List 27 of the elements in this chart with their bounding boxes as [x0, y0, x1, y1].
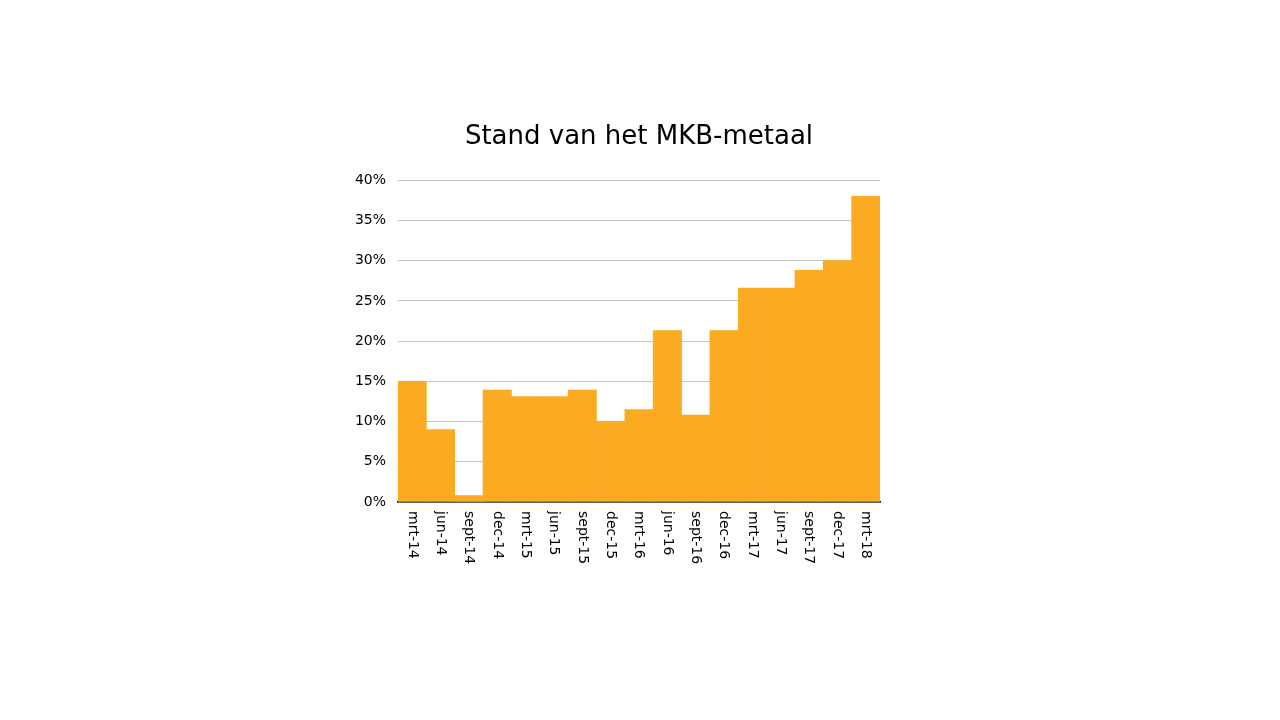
x-tick-label: sept-14: [462, 511, 479, 565]
x-tick-label: sept-16: [689, 511, 706, 565]
y-tick-label: 0%: [363, 492, 386, 509]
x-tick-label: jun-16: [660, 510, 677, 556]
y-tick-label: 35%: [354, 211, 386, 228]
y-tick-label: 20%: [354, 331, 386, 348]
y-tick-label: 10%: [354, 412, 386, 429]
x-tick-label: dec-17: [830, 511, 847, 560]
x-tick-label: mrt-14: [405, 511, 422, 559]
x-tick-label: dec-15: [604, 511, 621, 560]
x-tick-label: dec-14: [490, 511, 507, 560]
x-tick-label: jun-17: [774, 510, 791, 556]
y-tick-label: 40%: [354, 170, 386, 187]
y-tick-label: 25%: [354, 291, 386, 308]
x-tick-label: dec-16: [717, 511, 734, 560]
x-tick-label: mrt-16: [632, 511, 649, 559]
y-tick-label: 30%: [354, 251, 386, 268]
x-tick-label: jun-14: [433, 510, 450, 556]
chart-title: Stand van het MKB-metaal: [464, 120, 814, 151]
x-tick-label: sept-17: [802, 511, 819, 565]
x-tick-label: sept-15: [575, 511, 592, 565]
y-tick-label: 15%: [354, 371, 386, 388]
x-tick-label: mrt-18: [859, 511, 876, 559]
x-tick-label: mrt-17: [745, 511, 762, 559]
y-tick-label: 5%: [363, 452, 386, 469]
x-tick-label: jun-15: [547, 510, 564, 556]
x-tick-label: mrt-15: [518, 511, 535, 559]
